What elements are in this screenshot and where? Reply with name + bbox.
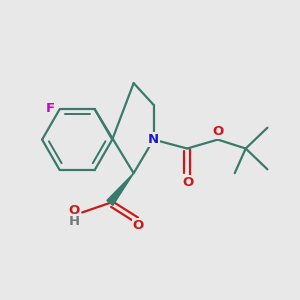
Polygon shape [107,173,134,205]
Text: O: O [133,219,144,232]
Text: F: F [46,102,55,115]
Text: N: N [148,133,159,146]
Text: O: O [212,125,224,138]
Text: O: O [69,204,80,218]
Text: O: O [182,176,194,189]
Text: H: H [69,215,80,228]
